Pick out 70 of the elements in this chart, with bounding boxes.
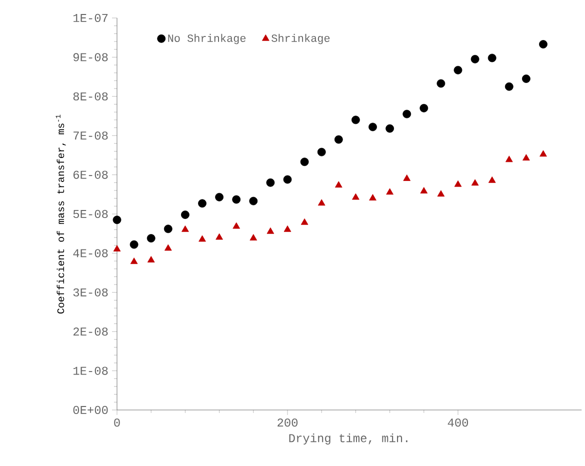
point — [250, 234, 258, 240]
point — [505, 156, 513, 162]
y-tick-label: 3E-08 — [73, 288, 108, 296]
point — [403, 174, 411, 181]
point — [317, 148, 326, 156]
point — [420, 104, 428, 112]
x-tick-label: 200 — [278, 418, 298, 427]
point — [522, 154, 530, 161]
point — [437, 190, 445, 197]
x-tick-label: 400 — [448, 418, 468, 427]
x-tick-label: 0 — [114, 418, 120, 427]
point — [420, 187, 428, 194]
point — [334, 135, 343, 144]
point — [130, 258, 138, 264]
point — [540, 150, 547, 157]
y-tick-label: 1E-08 — [73, 366, 108, 375]
point — [386, 124, 394, 133]
point — [164, 224, 172, 234]
legend-label: Shrinkage — [272, 34, 330, 44]
point — [283, 175, 292, 184]
point — [216, 233, 223, 240]
point — [146, 234, 156, 242]
point — [470, 54, 480, 64]
point — [266, 178, 275, 187]
point — [113, 245, 121, 252]
point — [504, 82, 514, 91]
point — [249, 196, 258, 206]
y-tick-label: 2E-08 — [73, 328, 108, 336]
point — [522, 74, 530, 83]
point — [266, 227, 274, 234]
point — [232, 222, 240, 229]
point — [471, 179, 479, 186]
point — [386, 188, 394, 195]
point — [147, 256, 155, 262]
point — [369, 194, 376, 201]
point — [488, 176, 496, 183]
y-tick-label: 1E-07 — [73, 14, 108, 22]
point — [112, 216, 122, 224]
point — [539, 40, 548, 48]
x-axis-title: Drying time, min. — [289, 433, 408, 445]
y-tick-label: 8E-08 — [73, 92, 108, 100]
point — [436, 79, 446, 88]
point — [164, 244, 172, 251]
y-axis-title: Coefficient of mass transfer, ms$^{-1}$ — [56, 114, 66, 314]
point — [454, 180, 462, 187]
legend-label: No Shrinkage — [168, 34, 246, 44]
point — [284, 225, 292, 232]
point — [198, 199, 206, 208]
y-tick-label: 4E-08 — [73, 249, 108, 258]
point — [182, 225, 189, 232]
point — [130, 240, 138, 249]
y-tick-label: 0E+00 — [73, 406, 108, 414]
point — [454, 66, 462, 74]
y-tick-label: 6E-08 — [73, 170, 108, 179]
point — [352, 116, 360, 124]
point — [232, 195, 241, 204]
point — [352, 193, 360, 200]
point — [198, 235, 206, 242]
point — [318, 199, 326, 206]
y-tick-label: 7E-08 — [74, 132, 108, 140]
point — [181, 210, 190, 219]
y-tick-label: 9E-08 — [73, 53, 108, 62]
point — [334, 181, 342, 188]
point — [215, 192, 224, 202]
y-tick-label: 5E-08 — [73, 210, 108, 218]
point — [300, 218, 308, 225]
point — [300, 158, 309, 166]
point — [368, 122, 377, 132]
point — [402, 110, 412, 118]
point — [488, 54, 496, 62]
